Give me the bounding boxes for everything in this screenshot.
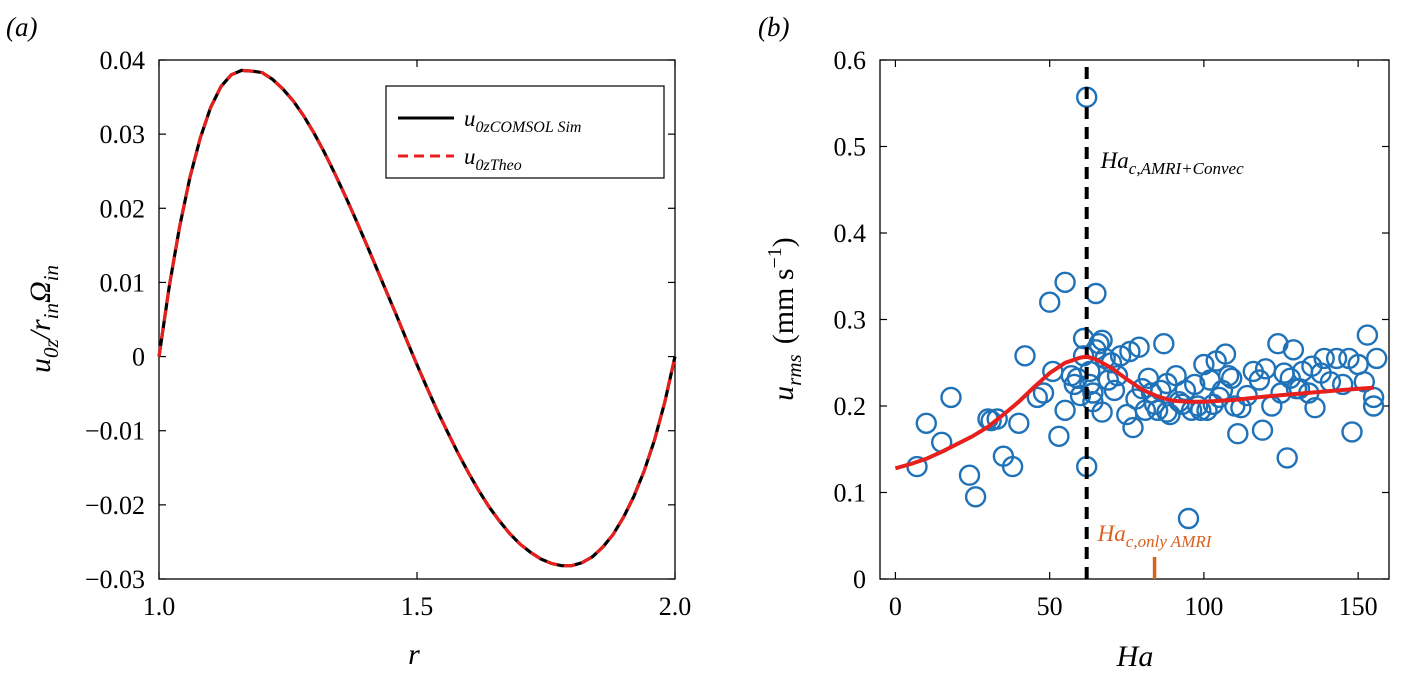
data-point [1254, 358, 1277, 380]
panel-b-ticks: 0 50 100 150 0 0.1 0.2 0.3 0.4 0.5 0.6 [834, 46, 1389, 621]
data-point [1146, 399, 1169, 421]
panel-b-label: (b) [758, 12, 789, 42]
svg-text:u0z/rinΩin: u0z/rinΩin [24, 265, 63, 373]
legend-box [385, 85, 665, 179]
y-tick-label-b: 0.4 [834, 219, 867, 248]
panel-b: (b) 0 50 100 150 0 0.1 0.2 0.3 0.4 0.5 0.6 Hac,AMR… [758, 12, 1390, 673]
x-tick-label-b: 0 [889, 592, 902, 621]
legend-label-theo: u0zTheo [464, 144, 522, 174]
data-point [1014, 345, 1036, 367]
data-point [1054, 399, 1076, 421]
y-tick-label-a: −0.03 [85, 565, 145, 594]
data-point [1282, 339, 1305, 361]
data-point [1304, 397, 1326, 419]
panel-a-legend: u0zCOMSOL Sim u0zTheo [385, 85, 665, 179]
data-point [1149, 379, 1172, 402]
data-point [1085, 282, 1107, 305]
panel-a-lines [157, 68, 677, 568]
x-tick-label-b: 50 [1037, 592, 1063, 621]
data-point [1227, 423, 1249, 445]
data-point [1341, 421, 1363, 443]
series-line-theo [157, 68, 677, 568]
data-point [958, 464, 981, 486]
fit-curve [894, 354, 1374, 471]
panel-a-label: (a) [6, 12, 37, 42]
data-point [1217, 365, 1240, 387]
data-point [1365, 347, 1388, 370]
data-point [1251, 419, 1274, 441]
y-tick-label-b: 0.5 [834, 133, 867, 162]
y-tick-label-b: 0.2 [834, 392, 867, 421]
data-point [1214, 343, 1237, 365]
panel-b-xlabel: Ha [1116, 640, 1154, 673]
y-tick-label-a: 0.03 [100, 120, 146, 149]
x-tick-label-a: 2.0 [659, 592, 692, 621]
y-tick-label-a: 0.04 [100, 46, 146, 75]
panel-a: (a) 1.0 1.5 2.0 −0.03 −0.02 −0.01 0 0.01 0.02 0.0… [6, 12, 691, 671]
panel-a-ylabel: u0z/rinΩin [24, 265, 63, 373]
data-point [1153, 333, 1175, 355]
panel-b-axes-frame [879, 59, 1390, 580]
y-tick-label-a: −0.01 [85, 417, 145, 446]
data-point [986, 408, 1008, 430]
y-tick-label-a: 0 [132, 343, 145, 372]
data-point [940, 386, 962, 409]
data-point [1128, 336, 1150, 358]
data-point [1177, 507, 1200, 530]
y-tick-label-a: 0.02 [100, 194, 146, 223]
panel-b-overlay [894, 60, 1374, 579]
data-point [1103, 379, 1126, 402]
data-point [1026, 386, 1049, 409]
data-point [1008, 412, 1030, 434]
data-point [1183, 373, 1206, 396]
marker-label: Hac,only AMRI [1097, 521, 1213, 551]
data-point [1082, 382, 1104, 404]
data-point [1261, 395, 1283, 417]
panel-a-axes-frame [158, 59, 676, 580]
y-tick-label-a: −0.02 [85, 491, 145, 520]
data-point [1048, 425, 1070, 447]
data-point [1091, 401, 1113, 423]
y-tick-label-b: 0 [853, 565, 866, 594]
data-point [964, 486, 987, 508]
data-point [1362, 395, 1385, 417]
panel-b-points [906, 86, 1388, 530]
panel-a-ticks: 1.0 1.5 2.0 −0.03 −0.02 −0.01 0 0.01 0.02 0.03 0.0… [85, 46, 691, 621]
data-point [1001, 455, 1024, 478]
data-point [915, 412, 937, 434]
data-point [1122, 416, 1144, 439]
data-point [1331, 373, 1354, 396]
legend-label-sim: u0zCOMSOL Sim [464, 106, 581, 136]
data-point [1313, 347, 1335, 370]
data-point [1248, 369, 1271, 391]
x-tick-label-b: 150 [1339, 592, 1378, 621]
y-tick-label-b: 0.1 [834, 479, 867, 508]
vline-label: Hac,AMRI+Convec [1100, 148, 1244, 178]
data-point [1038, 291, 1061, 313]
data-point [1325, 347, 1348, 370]
y-tick-label-b: 0.3 [834, 306, 867, 335]
panel-b-ylabel: urms(mm s−1) [764, 237, 806, 401]
x-tick-label-a: 1.5 [401, 592, 434, 621]
y-tick-label-a: 0.01 [100, 268, 146, 297]
data-point [1353, 371, 1376, 393]
svg-text:urms(mm s−1): urms(mm s−1) [764, 237, 806, 401]
data-point [1079, 360, 1101, 383]
data-point [1032, 382, 1055, 404]
data-point [1106, 365, 1129, 387]
panel-a-xlabel: r [408, 638, 420, 671]
data-point [1054, 271, 1076, 293]
y-tick-label-b: 0.6 [834, 46, 867, 75]
x-tick-label-a: 1.0 [143, 592, 176, 621]
data-point [1276, 447, 1298, 469]
x-tick-label-b: 100 [1184, 592, 1223, 621]
data-point [1088, 333, 1110, 355]
data-point [1356, 324, 1379, 346]
data-point [1220, 367, 1243, 389]
